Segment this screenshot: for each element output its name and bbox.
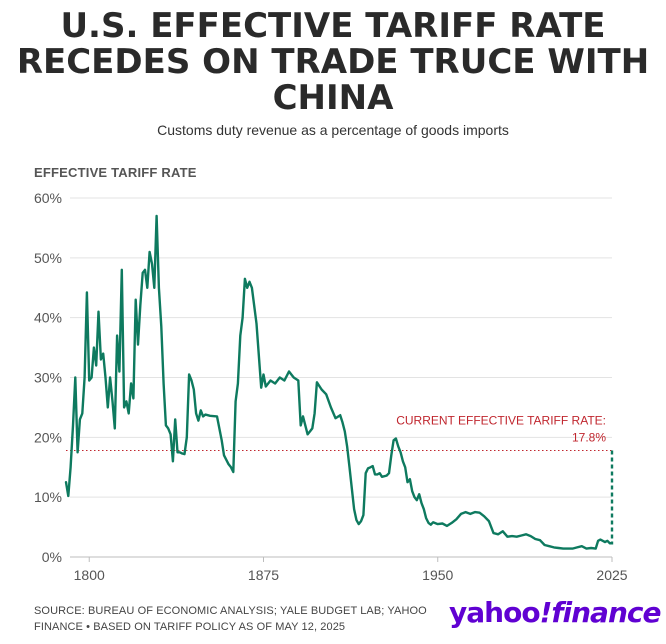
y-tick-label: 40%	[34, 310, 62, 326]
title-line-3: CHINA	[272, 78, 394, 118]
logo-part-slash: !	[539, 596, 553, 629]
tariff-rate-series-line	[64, 214, 611, 550]
y-axis-label: EFFECTIVE TARIFF RATE	[34, 165, 197, 180]
x-tick-label: 2025	[596, 567, 627, 583]
source-note: SOURCE: BUREAU OF ECONOMIC ANALYSIS; YAL…	[34, 603, 427, 635]
current-rate-dashed-line	[609, 450, 614, 545]
y-tick-label: 10%	[34, 489, 62, 505]
chart-title: U.S. EFFECTIVE TARIFF RATE RECEDES ON TR…	[0, 8, 666, 116]
y-tick-label: 50%	[34, 250, 62, 266]
title-line-2: RECEDES ON TRADE TRUCE WITH	[16, 42, 650, 82]
y-tick-label: 0%	[42, 549, 62, 565]
chart-subtitle: Customs duty revenue as a percentage of …	[157, 122, 509, 138]
logo-part-finance: finance	[551, 596, 661, 629]
y-tick-label: 30%	[34, 370, 62, 386]
y-tick-label: 60%	[34, 190, 62, 206]
x-tick-label: 1950	[422, 567, 453, 583]
yahoo-finance-logo: yahoo!finance	[449, 596, 661, 629]
y-tick-label: 20%	[34, 429, 62, 445]
title-line-1: U.S. EFFECTIVE TARIFF RATE	[60, 6, 606, 46]
logo-part-yahoo: yahoo	[449, 596, 541, 629]
source-line-2: FINANCE • BASED ON TARIFF POLICY AS OF M…	[34, 621, 346, 633]
annotation-label: CURRENT EFFECTIVE TARIFF RATE:	[396, 413, 606, 427]
x-tick-label: 1800	[74, 567, 105, 583]
x-tick-label: 1875	[248, 567, 279, 583]
annotation-value: 17.8%	[572, 430, 606, 444]
source-line-1: SOURCE: BUREAU OF ECONOMIC ANALYSIS; YAL…	[34, 605, 427, 617]
